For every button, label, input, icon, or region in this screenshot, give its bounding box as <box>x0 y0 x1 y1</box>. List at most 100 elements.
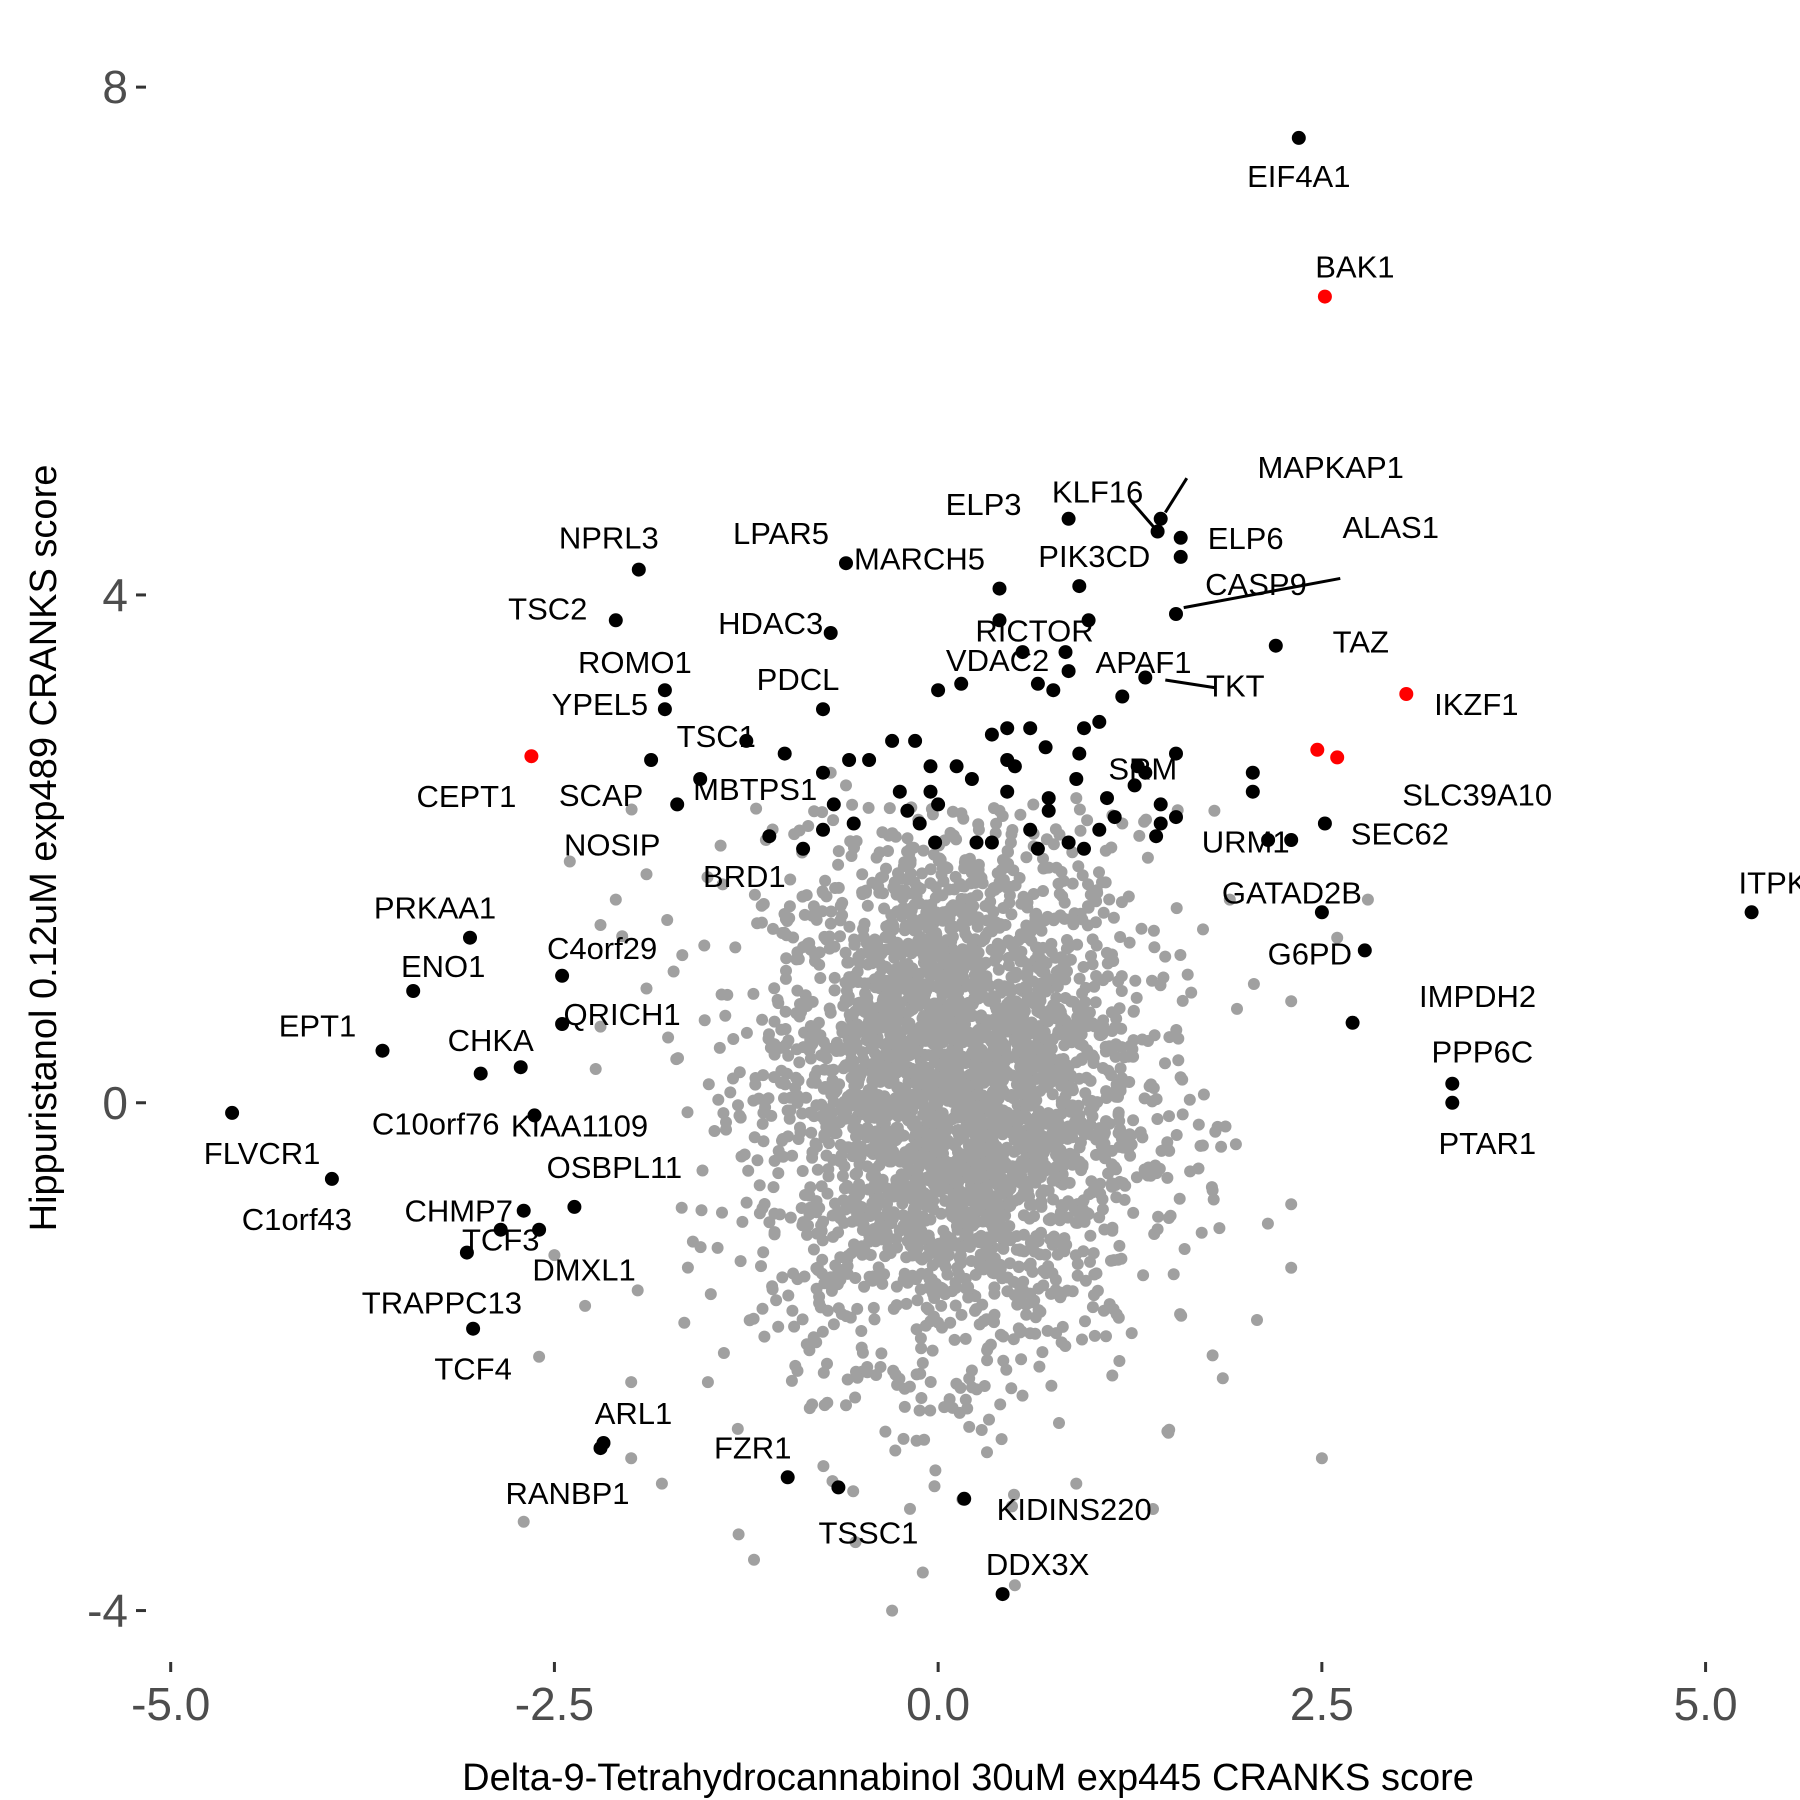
background-point <box>804 943 817 956</box>
background-point <box>938 1048 951 1061</box>
point-qrich1 <box>555 1017 570 1031</box>
point-label-apaf1: APAF1 <box>1096 645 1192 680</box>
background-point <box>755 1260 767 1273</box>
background-point <box>827 814 840 827</box>
background-point <box>878 1038 890 1051</box>
background-point <box>989 916 1002 929</box>
background-point <box>982 979 995 992</box>
background-point <box>1153 1162 1166 1175</box>
background-point <box>1100 946 1113 959</box>
background-point <box>1013 872 1026 884</box>
background-point <box>1071 1216 1084 1229</box>
background-point <box>1088 1020 1101 1033</box>
background-point <box>1082 901 1095 914</box>
point-label-rictor: RICTOR <box>975 613 1093 648</box>
point <box>1284 833 1299 847</box>
background-point <box>734 1255 747 1268</box>
background-point <box>914 1283 927 1296</box>
background-point <box>787 1267 800 1280</box>
background-point <box>1163 1144 1176 1157</box>
background-point <box>1014 808 1027 821</box>
background-point <box>836 896 849 909</box>
background-point <box>845 850 858 862</box>
background-point <box>810 1140 823 1153</box>
background-point <box>1101 970 1114 983</box>
background-point <box>765 1109 778 1122</box>
background-point <box>838 1216 850 1229</box>
background-point <box>701 871 714 884</box>
background-point <box>898 1382 911 1395</box>
background-point <box>667 965 680 978</box>
background-point <box>949 1139 961 1152</box>
background-point <box>1093 866 1105 879</box>
point-label-march5: MARCH5 <box>854 542 985 577</box>
background-point <box>906 1003 919 1016</box>
point-urm1 <box>1153 816 1168 831</box>
background-point <box>882 1187 895 1200</box>
point-itpk1 <box>1744 905 1759 920</box>
background-point <box>1173 1192 1186 1205</box>
background-point <box>1159 950 1172 963</box>
background-point <box>800 1000 813 1012</box>
background-point <box>704 1288 717 1301</box>
background-point <box>859 1089 872 1102</box>
background-point <box>990 817 1003 830</box>
background-point <box>786 1304 799 1317</box>
background-point <box>878 990 891 1003</box>
background-point <box>1213 1222 1226 1235</box>
background-point <box>1108 1021 1121 1034</box>
background-point <box>817 1215 830 1228</box>
background-point <box>1071 938 1084 951</box>
point-casp9 <box>1169 607 1183 621</box>
background-point <box>953 1252 966 1265</box>
point <box>1030 841 1045 856</box>
background-point <box>841 1373 854 1386</box>
background-point <box>609 893 622 906</box>
background-point <box>817 1366 830 1379</box>
point-g6pd <box>1357 943 1372 958</box>
background-point <box>1011 1298 1024 1311</box>
point-mbtps1 <box>693 772 708 786</box>
background-point <box>1009 971 1022 984</box>
background-point <box>1086 933 1099 946</box>
background-point <box>829 1197 841 1210</box>
background-point <box>1105 1144 1118 1157</box>
point-label-itpk1: ITPK1 <box>1739 865 1800 900</box>
point-march5 <box>992 581 1007 596</box>
background-point <box>758 1198 771 1210</box>
background-point <box>915 1342 928 1355</box>
background-point <box>1197 1088 1210 1101</box>
background-point <box>1114 931 1127 943</box>
background-point <box>849 1391 862 1404</box>
point-vdac2 <box>1015 645 1030 660</box>
background-point <box>1115 1252 1128 1265</box>
background-point <box>921 998 934 1010</box>
background-point <box>548 1249 561 1262</box>
background-point <box>1005 1126 1018 1139</box>
background-point <box>1055 1107 1068 1120</box>
background-point <box>727 1033 740 1045</box>
background-point <box>768 1226 781 1239</box>
background-point <box>904 867 917 880</box>
background-point <box>953 1212 966 1225</box>
background-point <box>766 1280 779 1293</box>
background-point <box>1099 1040 1112 1053</box>
background-point <box>1148 1029 1161 1042</box>
background-point <box>775 1064 788 1077</box>
background-point <box>806 1151 819 1164</box>
background-point <box>898 1267 911 1280</box>
point-alas1 <box>1173 549 1188 564</box>
background-point <box>856 868 869 881</box>
background-point <box>884 1151 897 1164</box>
background-point <box>1229 1138 1242 1151</box>
background-point <box>948 901 961 914</box>
point-pdcl <box>816 702 830 717</box>
point-label-pik3cd: PIK3CD <box>1038 539 1150 574</box>
background-point <box>838 1108 851 1121</box>
background-point <box>884 931 896 944</box>
background-point <box>870 1181 883 1194</box>
y-tick-label: 4 <box>102 569 128 621</box>
point-srm <box>1245 765 1260 780</box>
point-label-nprl3: NPRL3 <box>559 521 659 556</box>
point <box>923 759 938 774</box>
